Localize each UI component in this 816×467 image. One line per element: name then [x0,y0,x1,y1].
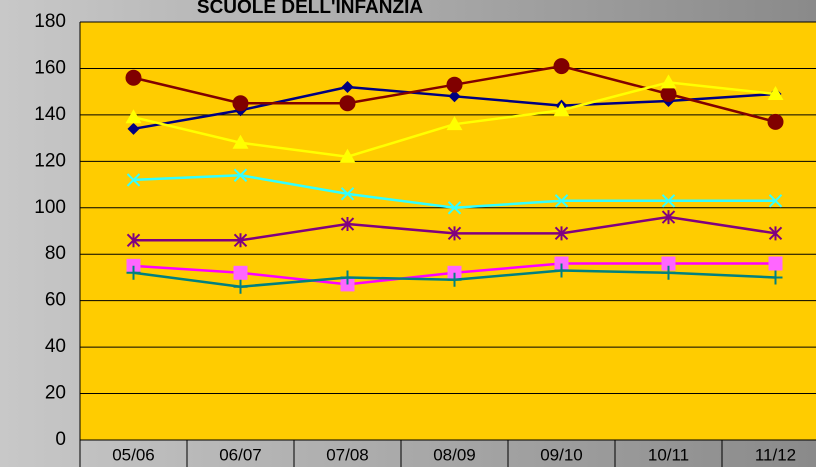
marker [553,102,570,117]
marker [447,226,462,241]
marker [446,76,463,93]
marker [233,265,248,280]
y-tick-label: 80 [45,243,66,264]
y-tick-label: 20 [45,383,66,404]
y-tick-label: 60 [45,290,66,311]
marker [660,74,677,89]
x-tick-label: 11/12 [755,445,796,464]
x-tick-label: 07/08 [326,445,369,464]
x-tick-label: 05/06 [112,445,155,464]
marker [661,194,676,208]
y-tick-label: 160 [34,57,66,78]
marker [126,265,141,280]
marker [768,226,783,241]
x-tick-label: 09/10 [540,445,583,464]
x-tick-label: 06/07 [219,445,262,464]
y-tick-label: 140 [34,104,66,125]
x-tick-label: 08/09 [433,445,476,464]
marker [553,58,570,75]
marker [232,95,249,112]
marker [661,265,676,280]
marker [661,256,676,271]
marker [554,263,569,278]
marker [126,233,141,248]
marker [233,233,248,248]
marker [340,270,355,285]
marker [660,85,677,102]
marker [448,90,461,103]
marker [232,134,249,149]
marker [126,173,141,187]
marker [340,217,355,232]
marker [125,109,142,124]
marker [339,148,356,163]
y-tick-label: 100 [34,197,66,218]
marker [340,187,355,201]
plot-area [80,22,816,440]
marker [341,81,354,94]
marker [767,85,784,100]
x-tick-label: 10/11 [648,445,689,464]
marker [554,226,569,241]
marker [125,69,142,86]
marker [127,122,140,135]
marker [233,279,248,294]
marker [446,116,463,131]
marker [447,272,462,287]
marker [339,95,356,112]
marker [233,168,248,182]
marker [767,113,784,130]
y-tick-label: 180 [34,11,66,32]
marker [768,270,783,285]
marker [661,210,676,225]
y-tick-label: 40 [45,336,66,357]
marker [554,194,569,208]
marker [768,194,783,208]
y-tick-label: 120 [34,150,66,171]
marker [447,201,462,215]
marker [768,256,783,271]
chart-title: SCUOLE DELL'INFANZIA [197,0,423,18]
y-tick-label: 0 [55,429,66,450]
